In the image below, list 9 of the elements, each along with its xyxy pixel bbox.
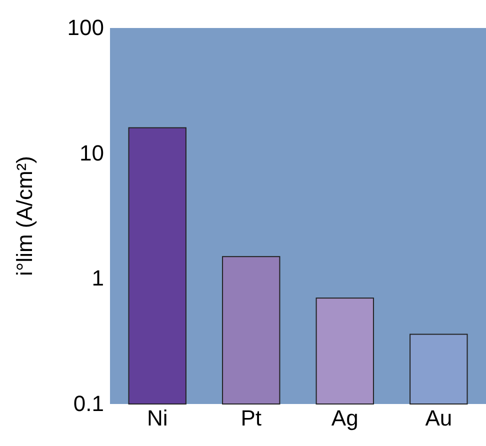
y-tick-label: 100 <box>67 15 104 40</box>
x-tick-label: Au <box>425 406 452 431</box>
y-tick-label: 10 <box>80 140 104 166</box>
y-tick-label: 0.1 <box>73 391 104 416</box>
x-tick-label: Ag <box>331 406 358 431</box>
x-tick-label: Pt <box>240 406 262 431</box>
x-tick-label: Ni <box>146 406 168 431</box>
y-tick-label: 1 <box>92 266 104 291</box>
y-axis-title: i°lim (A/cm²) <box>12 156 37 276</box>
